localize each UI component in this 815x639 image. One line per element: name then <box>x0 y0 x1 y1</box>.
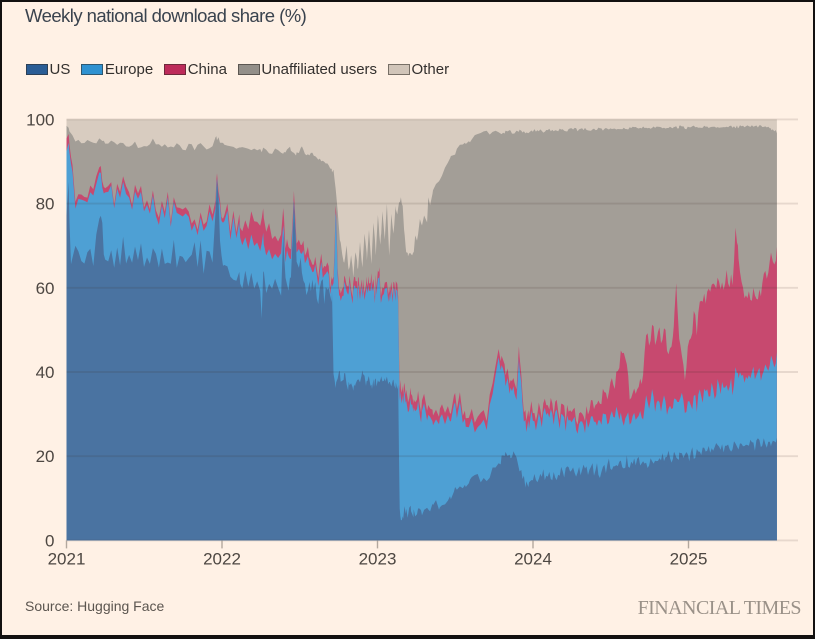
svg-text:20: 20 <box>36 447 55 466</box>
svg-text:2022: 2022 <box>203 550 241 569</box>
svg-text:2024: 2024 <box>514 550 552 569</box>
svg-text:100: 100 <box>26 110 54 129</box>
svg-text:0: 0 <box>45 531 54 550</box>
svg-text:2025: 2025 <box>670 550 708 569</box>
svg-text:80: 80 <box>36 195 55 214</box>
svg-text:2021: 2021 <box>48 550 86 569</box>
svg-text:2023: 2023 <box>359 550 397 569</box>
svg-text:60: 60 <box>36 279 55 298</box>
svg-text:40: 40 <box>36 363 55 382</box>
